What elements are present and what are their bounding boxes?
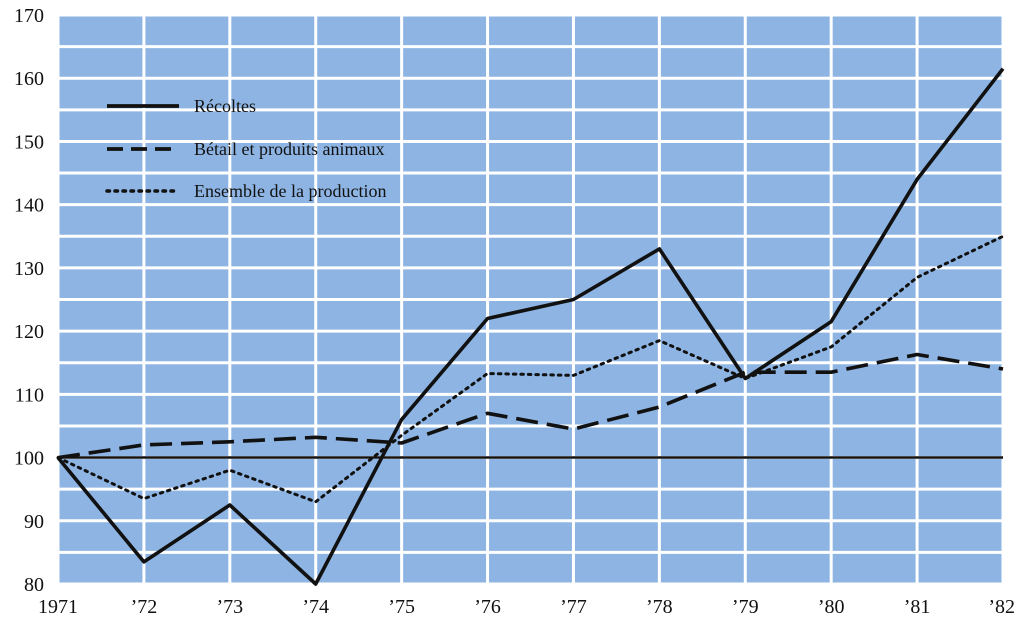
y-tick-label: 110 — [15, 384, 44, 406]
series-line-solid — [56, 67, 1005, 586]
horizontal-gridlines — [58, 13, 1003, 586]
x-tick-label: 1971 — [38, 596, 78, 618]
x-tick-label: ’82 — [988, 596, 1015, 618]
y-tick-label: 140 — [14, 195, 44, 217]
legend-label: Bétail et produits animaux — [194, 139, 384, 159]
y-tick-label: 90 — [24, 511, 44, 533]
y-tick-label: 130 — [14, 258, 44, 280]
legend-label: Récoltes — [194, 96, 256, 116]
x-tick-label: ’79 — [732, 596, 759, 618]
x-axis-tick-labels: 1971 ’72 ’73 ’74 ’75 ’76 ’77 ’78 ’79 ’80 ’81 ’82 — [38, 596, 1015, 618]
x-tick-label: ’75 — [388, 596, 415, 618]
x-tick-label: ’74 — [302, 596, 329, 618]
y-tick-label: 100 — [14, 448, 44, 470]
series-line-dashed — [57, 352, 1004, 460]
x-tick-label: ’77 — [560, 596, 587, 618]
x-tick-label: ’81 — [904, 596, 931, 618]
y-tick-label: 120 — [14, 321, 44, 343]
x-tick-label: ’76 — [474, 596, 501, 618]
y-tick-label: 170 — [14, 5, 44, 27]
legend-label: Ensemble de la production — [194, 181, 386, 201]
y-tick-label: 160 — [14, 68, 44, 90]
x-tick-label: ’80 — [818, 596, 845, 618]
series-line-dotted — [56, 234, 1005, 504]
x-tick-label: ’72 — [131, 596, 158, 618]
y-axis-tick-labels: 80 90 100 110 120 130 140 150 160 170 — [14, 5, 44, 596]
x-tick-label: ’78 — [646, 596, 673, 618]
y-tick-label: 80 — [24, 574, 44, 596]
series-layer — [56, 67, 1005, 586]
legend: Récoltes Bétail et produits animaux Ensemb… — [105, 96, 386, 201]
x-tick-label: ’73 — [216, 596, 243, 618]
y-tick-label: 150 — [14, 131, 44, 153]
